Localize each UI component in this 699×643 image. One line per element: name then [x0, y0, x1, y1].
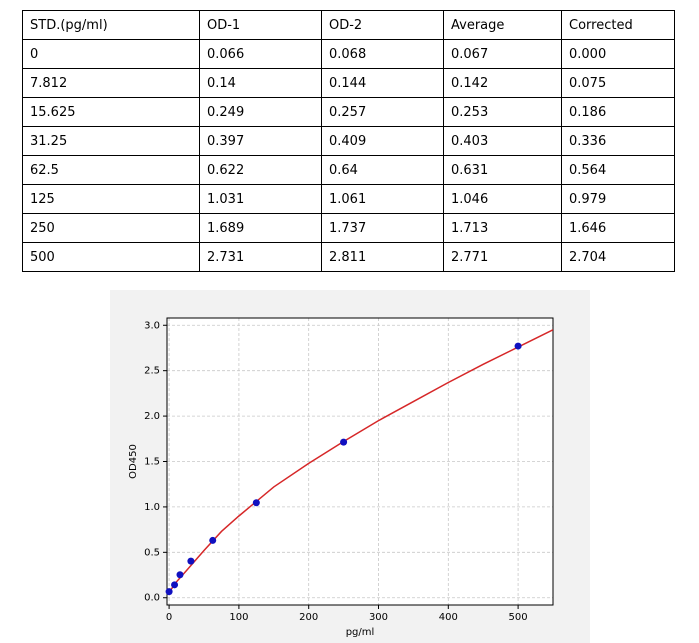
x-tick-label: 400: [439, 612, 458, 623]
data-point: [252, 499, 260, 507]
data-point: [171, 581, 179, 589]
table-cell: 0.631: [443, 155, 562, 185]
y-tick-label: 2.5: [144, 366, 160, 377]
y-axis-label: OD450: [128, 444, 139, 479]
data-point: [165, 588, 173, 596]
table-cell: 1.713: [443, 213, 562, 243]
x-tick-label: 300: [369, 612, 388, 623]
data-point: [187, 557, 195, 565]
data-point: [176, 571, 184, 579]
x-tick-label: 0: [166, 612, 172, 623]
table-cell: 2.731: [199, 242, 322, 272]
table-cell: 0.564: [561, 155, 675, 185]
axes-frame: [166, 317, 554, 606]
table-cell: 0.622: [199, 155, 322, 185]
y-tick-label: 0.5: [144, 547, 160, 558]
y-tick-label: 1.0: [144, 502, 160, 513]
table-cell: 15.625: [22, 97, 200, 127]
header-cell: Average: [443, 10, 562, 40]
table-cell: 0.257: [321, 97, 444, 127]
table-cell: 1.646: [561, 213, 675, 243]
x-axis-label: pg/ml: [346, 627, 375, 638]
header-cell: Corrected: [561, 10, 675, 40]
x-tick-label: 200: [299, 612, 318, 623]
table-cell: 0.068: [321, 39, 444, 69]
table-cell: 0.142: [443, 68, 562, 98]
table-row: 500 2.731 2.811 2.771 2.704: [22, 242, 675, 272]
table-cell: 2.704: [561, 242, 675, 272]
data-point: [209, 536, 217, 544]
data-point: [514, 342, 522, 350]
header-cell: STD.(pg/ml): [22, 10, 200, 40]
table-cell: 0.397: [199, 126, 322, 156]
table-cell: 125: [22, 184, 200, 214]
table-row: 15.625 0.249 0.257 0.253 0.186: [22, 97, 675, 127]
x-tick-label: 500: [509, 612, 528, 623]
data-point: [340, 438, 348, 446]
table-row: STD.(pg/ml) OD-1 OD-2 Average Corrected: [22, 10, 675, 40]
table-cell: 0.979: [561, 184, 675, 214]
x-tick-label: 100: [229, 612, 248, 623]
table-row: 250 1.689 1.737 1.713 1.646: [22, 213, 675, 243]
table-cell: 0.253: [443, 97, 562, 127]
table-cell: 250: [22, 213, 200, 243]
table-row: 0 0.066 0.068 0.067 0.000: [22, 39, 675, 69]
header-cell: OD-1: [199, 10, 322, 40]
table-cell: 2.771: [443, 242, 562, 272]
table-cell: 0.403: [443, 126, 562, 156]
y-tick-label: 2.0: [144, 411, 160, 422]
data-table: STD.(pg/ml) OD-1 OD-2 Average Corrected 0 0.06…: [22, 10, 675, 272]
table-cell: 0.066: [199, 39, 322, 69]
y-tick-label: 3.0: [144, 320, 160, 331]
table-cell: 0.144: [321, 68, 444, 98]
y-tick-label: 1.5: [144, 457, 160, 468]
y-tick-label: 0.0: [144, 593, 160, 604]
table-cell: 500: [22, 242, 200, 272]
